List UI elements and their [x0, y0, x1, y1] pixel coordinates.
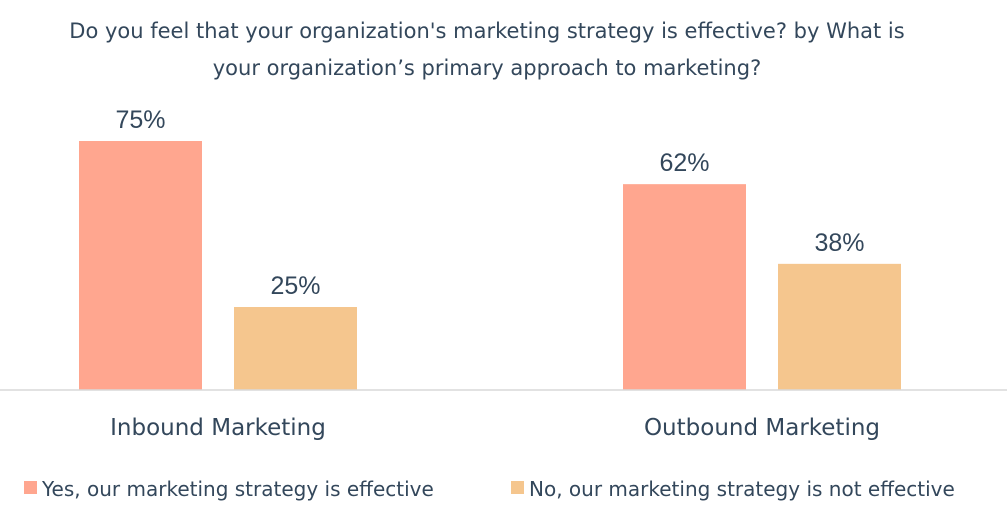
chart-title-line-2: your organization’s primary approach to …	[213, 56, 761, 80]
data-label-no-inbound: 25%	[270, 272, 320, 300]
legend: Yes, our marketing strategy is effective…	[24, 477, 955, 501]
bar-yes-inbound	[79, 141, 202, 390]
category-label-inbound: Inbound Marketing	[110, 415, 326, 441]
legend-label-yes: Yes, our marketing strategy is effective	[41, 477, 434, 501]
legend-swatch-no	[511, 481, 524, 494]
data-label-yes-inbound: 75%	[115, 106, 165, 134]
legend-swatch-yes	[24, 481, 37, 494]
legend-item-yes: Yes, our marketing strategy is effective	[24, 477, 434, 501]
chart-title: Do you feel that your organization's mar…	[69, 19, 904, 80]
category-label-outbound: Outbound Marketing	[644, 415, 880, 441]
bar-no-inbound	[234, 307, 357, 390]
plot-area: 75% 25% 62% 38%	[79, 106, 901, 390]
bar-no-outbound	[778, 263, 901, 390]
category-labels: Inbound Marketing Outbound Marketing	[110, 415, 880, 441]
legend-item-no: No, our marketing strategy is not effect…	[511, 477, 955, 501]
data-label-yes-outbound: 62%	[659, 149, 709, 177]
legend-label-no: No, our marketing strategy is not effect…	[529, 477, 955, 501]
bar-yes-outbound	[623, 184, 746, 390]
chart-title-line-1: Do you feel that your organization's mar…	[69, 19, 904, 43]
data-label-no-outbound: 38%	[814, 229, 864, 257]
